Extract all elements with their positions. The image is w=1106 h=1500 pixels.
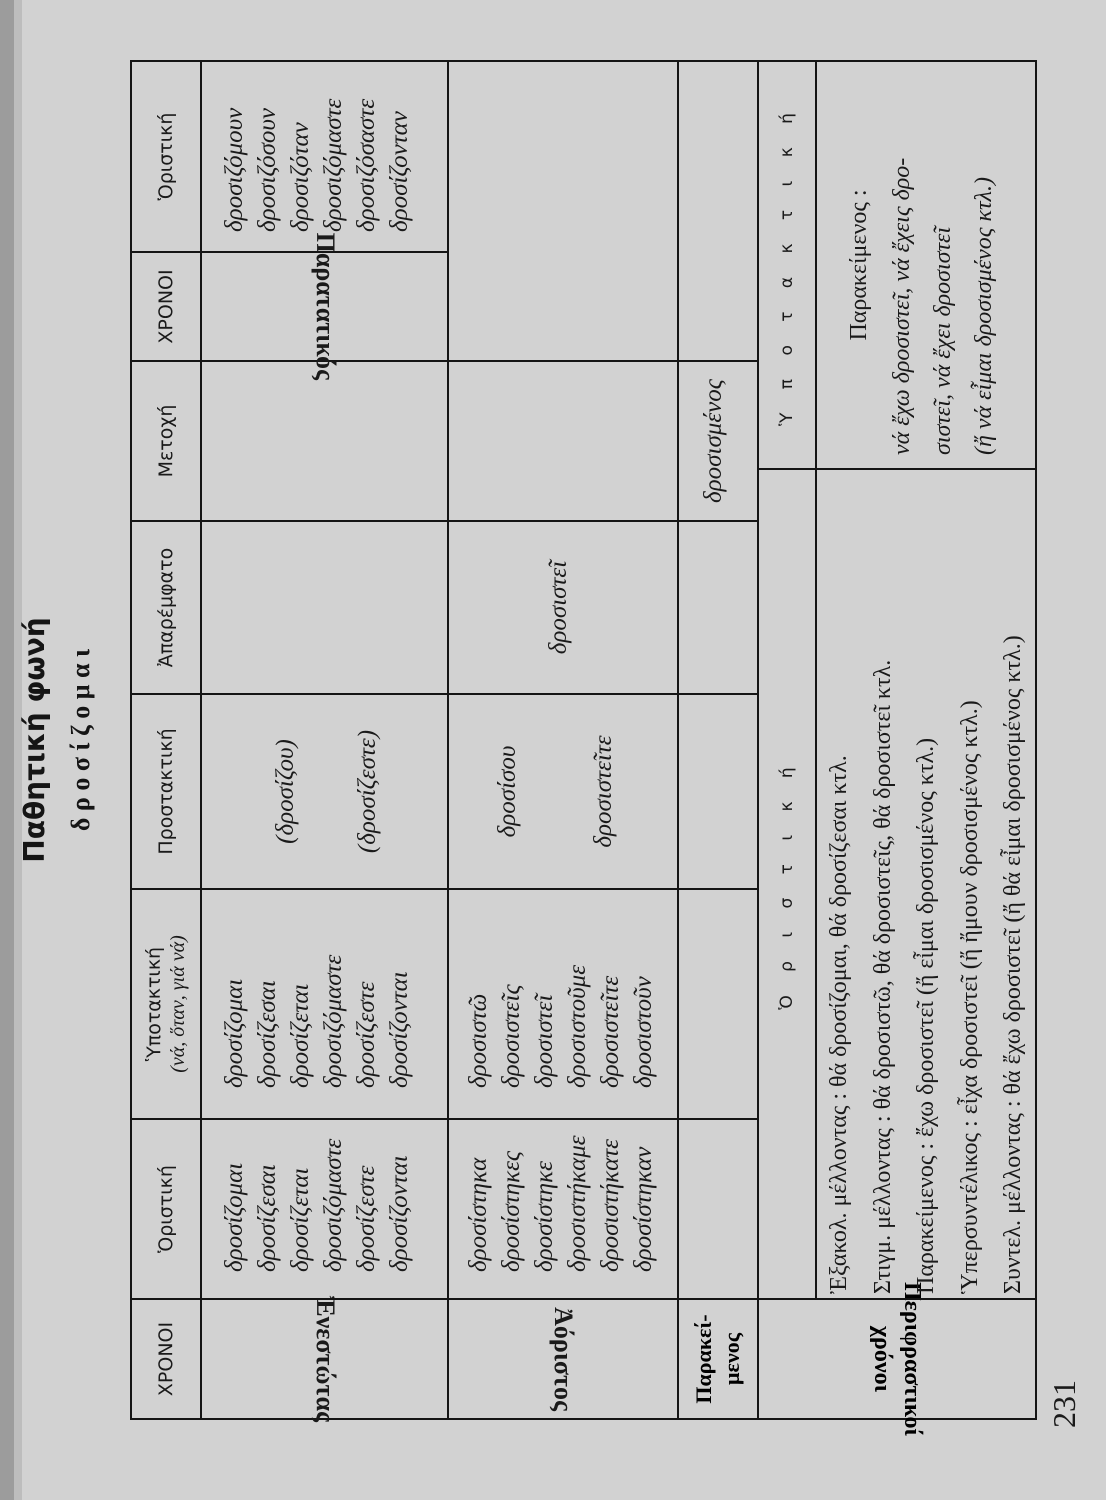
form: δροσίστηκαν [630, 1146, 657, 1272]
tense-perfect-label-1: Παρακεί- [691, 1314, 716, 1404]
header-subjunctive-label: Ὑποτακτική [143, 946, 165, 1062]
form: δροσιζόμαστε [320, 98, 347, 232]
perfect-imperative-cell [677, 693, 759, 890]
header-tenses: ΧΡΟΝΟΙ [130, 1298, 202, 1420]
aorist-imperative-cell [447, 693, 679, 890]
present-participle-cell [200, 360, 449, 522]
tense-aorist-label: Ἀόριστος [549, 1307, 578, 1411]
header-participle: Μετοχή [130, 360, 202, 522]
tense-perfect: Παρακεί- μενος [677, 1298, 759, 1420]
imperfect-indicative-forms: δροσιζόμουν δροσιζόσουν δροσιζόταν δροσι… [218, 99, 416, 232]
perfect-indicative-cell [677, 1118, 759, 1300]
periphrastic-indicative-lines: Ἐξακολ. μέλλοντας : θά δροσίζομαι, θά δρ… [818, 635, 1036, 1294]
periphrastic-line: Στιγμ. μέλλοντας : θά δροσιστῶ, θά δροσι… [869, 659, 896, 1294]
form: δροσιζόταν [287, 122, 314, 232]
form: δροσίστηκες [498, 1150, 525, 1272]
tense-present: Ἐνεστώτας [200, 1295, 449, 1423]
present-imperative-plural: (δροσίζεστε) [354, 729, 381, 854]
aorist-imperative-singular: δροσίσου [494, 745, 521, 838]
form: δροσιζόσαστε [353, 98, 380, 232]
form: δροσίζεστε [353, 1165, 380, 1273]
form: δροσίζεται [287, 983, 314, 1088]
tense-periphrastic-label-2: χρόνοι [869, 1325, 895, 1393]
header-infinitive: Ἀπαρέμφατο [130, 520, 202, 695]
page-number: 231 [1046, 1380, 1082, 1428]
periphrastic-subjunctive-title: Παρακείμενος : [846, 189, 872, 341]
form: δροσιστήκατε [597, 1139, 624, 1272]
aorist-indicative-forms: δροσίστηκα δροσίστηκες δροσίστηκε δροσισ… [462, 1135, 660, 1272]
form: δροσιστῶ [465, 993, 492, 1088]
form: δροσίζομαι [221, 978, 248, 1088]
header-indicative-2: Ὁριστική [130, 60, 202, 253]
form: δροσίζομαι [221, 1162, 248, 1272]
perfect-participle: δροσισμένος [700, 379, 727, 503]
form: δροσιστήκαμε [564, 1135, 591, 1272]
periphrastic-line: νά ἔχω δροσιστεῖ, νά ἔχεις δρο- [889, 157, 915, 455]
tense-imperfect: Παρατατικός [200, 233, 449, 380]
form: δροσίζονταν [386, 111, 413, 232]
form: δροσιζόμαστε [320, 1138, 347, 1272]
form: δροσίζεσαι [254, 980, 281, 1088]
form: δροσιζόσουν [254, 108, 281, 232]
present-imperative-singular: (δροσίζου) [272, 739, 299, 844]
periphrastic-indicative-header: Ὁ ρ ι σ τ ι κ ή [757, 468, 817, 1300]
form: δροσίζονται [386, 1155, 413, 1272]
form: δροσιστοῦμε [564, 964, 591, 1088]
perfect-infinitive-cell [677, 520, 759, 695]
header-indicative: Ὁριστική [130, 1118, 202, 1300]
tense-periphrastic-label-1: Περιφραστικοί [899, 1281, 925, 1437]
periphrastic-line: Συντελ. μέλλοντας : θά ἔχω δροσιστεῖ (ἤ … [1000, 635, 1026, 1294]
periphrastic-indicative-header-label: Ὁ ρ ι σ τ ι κ ή [777, 758, 797, 1010]
periphrastic-subjunctive-header: Ὑ π ο τ α κ τ ι κ ή [757, 60, 817, 470]
page-edge-shadow-light [14, 0, 22, 1500]
present-imperative-cell [200, 693, 449, 890]
form: δροσιστεῖτε [597, 975, 624, 1088]
present-subjunctive-forms: δροσίζομαι δροσίζεσαι δροσίζεται δροσιζό… [218, 955, 416, 1088]
form: δροσιστοῦν [630, 976, 657, 1088]
form: δροσιζόμουν [221, 107, 248, 232]
form: δροσιζόμαστε [320, 954, 347, 1088]
header-imperative: Προστακτική [130, 693, 202, 890]
header-tenses-2: ΧΡΟΝΟΙ [130, 251, 202, 362]
tense-imperfect-label: Παρατατικός [310, 232, 340, 381]
empty-cell [677, 60, 759, 362]
aorist-imperative-plural: δροσιστεῖτε [590, 735, 617, 848]
periphrastic-line: (ἤ νά εἶμαι δροσισμένος κτλ.) [971, 177, 997, 455]
page-edge-shadow [0, 0, 14, 1500]
form: δροσίζεσαι [254, 1164, 281, 1272]
form: δροσιστεῖς [498, 984, 525, 1088]
form: δροσίζεστε [353, 981, 380, 1089]
periphrastic-line: Ὑπερσυντέλικος : εἶχα δροσιστεῖ (ἤ ἤμουν… [956, 700, 983, 1294]
perfect-subjunctive-cell [677, 888, 759, 1120]
periphrastic-subjunctive-lines: νά ἔχω δροσιστεῖ, νά ἔχεις δρο- σιστεῖ, … [882, 158, 1005, 455]
header-subjunctive: Ὑποτακτική (νά, ὅταν, γιά νά) [130, 888, 202, 1120]
form: δροσίζονται [386, 971, 413, 1088]
empty-cell [447, 60, 679, 362]
aorist-subjunctive-forms: δροσιστῶ δροσιστεῖς δροσιστεῖ δροσιστοῦμ… [462, 965, 660, 1088]
aorist-participle-cell [447, 360, 679, 522]
page-title: Παθητική φωνή [18, 617, 51, 863]
tense-perfect-label-2: μενος [719, 1333, 744, 1385]
tense-aorist: Ἀόριστος [447, 1298, 679, 1420]
present-infinitive-cell [200, 520, 449, 695]
aorist-infinitive: δροσιστεῖ [545, 560, 572, 655]
periphrastic-subjunctive-header-label: Ὑ π ο τ α κ τ ι κ ή [777, 104, 797, 426]
periphrastic-line: Ἐξακολ. μέλλοντας : θά δροσίζομαι, θά δρ… [826, 755, 852, 1294]
header-subjunctive-note: (νά, ὅταν, γιά νά) [167, 935, 189, 1073]
verb-heading: δ ρ ο σ ί ζ ο μ α ι [66, 648, 95, 832]
form: δροσιστεῖ [531, 994, 558, 1088]
tense-periphrastic: Περιφραστικοί χρόνοι [757, 1282, 1037, 1436]
tense-periphrastic-label: Περιφραστικοί χρόνοι [867, 1282, 927, 1436]
tense-present-label: Ἐνεστώτας [310, 1295, 340, 1423]
periphrastic-line: Παρακείμενος : ἔχω δροσιστεῖ (ἤ εἶμαι δρ… [913, 737, 939, 1294]
form: δροσίστηκε [531, 1161, 558, 1272]
present-indicative-forms: δροσίζομαι δροσίζεσαι δροσίζεται δροσιζό… [218, 1139, 416, 1272]
form: δροσίστηκα [465, 1157, 492, 1272]
form: δροσίζεται [287, 1167, 314, 1272]
periphrastic-line: σιστεῖ, νά ἔχει δροσιστεῖ [930, 226, 956, 455]
